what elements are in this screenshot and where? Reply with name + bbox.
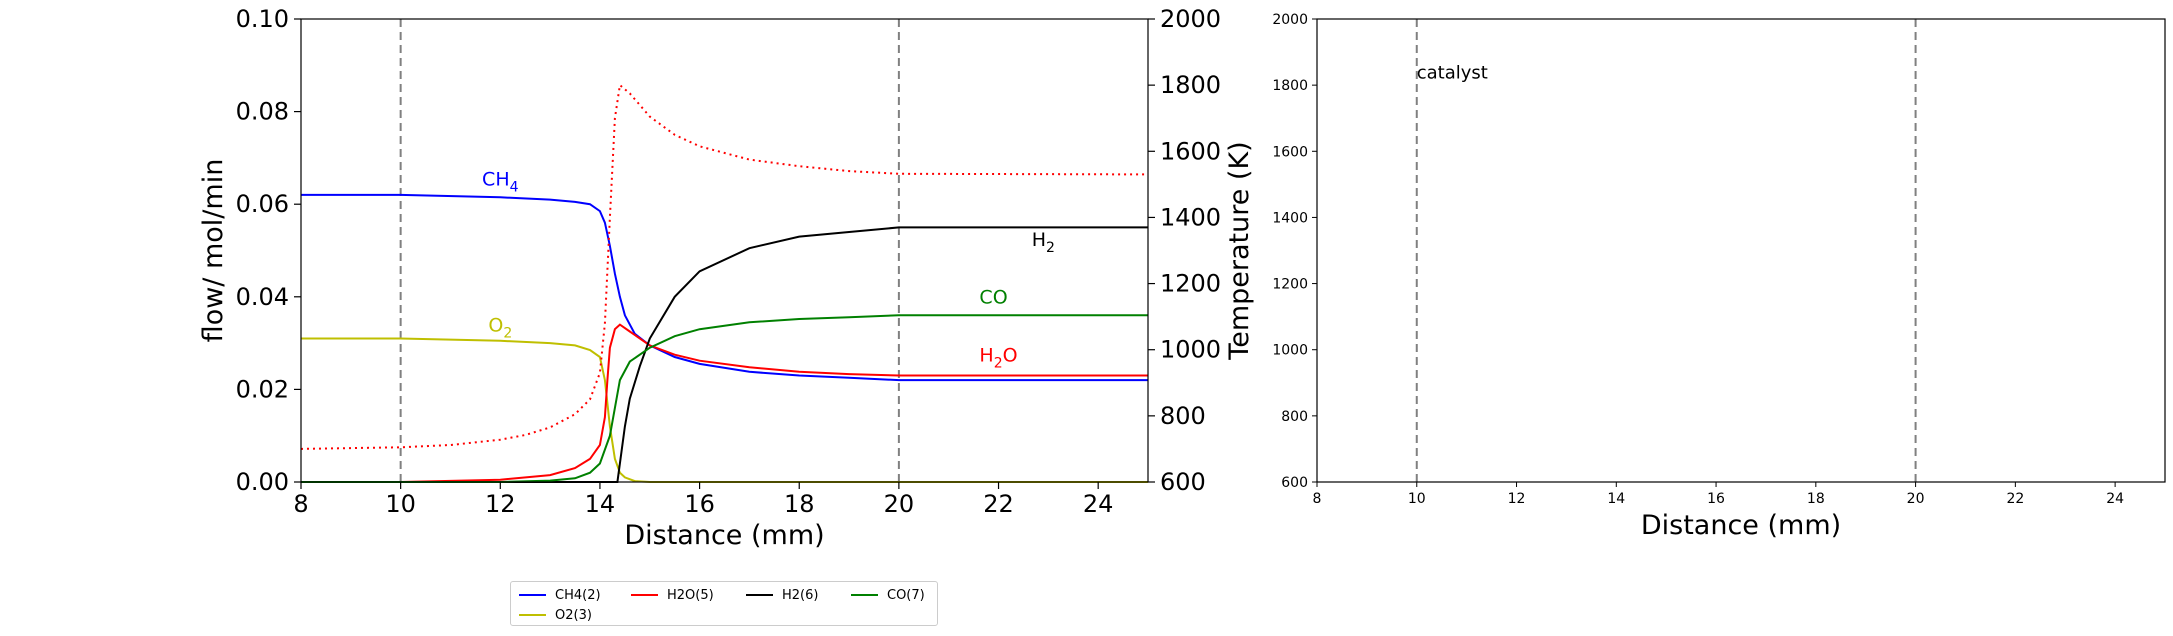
x-tick-label: 22 [983,490,1014,518]
x-axis-label: Distance (mm) [624,520,824,551]
y2-tick-label: 2000 [1160,5,1221,33]
y-tick-label: 1000 [1272,343,1308,359]
series-line-co-7- [301,314,1148,483]
x-tick-label: 16 [684,490,715,518]
x-tick-label: 20 [884,490,915,518]
y-tick-label: 0.08 [236,98,289,126]
catalyst-annotation: catalyst [1417,63,1488,84]
x-tick-label: 20 [1907,491,1925,507]
y-tick-label: 800 [1281,409,1308,425]
y-axis-label: flow/ mol/min [198,159,229,343]
y-tick-label: 0.04 [236,283,289,311]
left-plot-frame [300,18,1149,483]
x-tick-label: 12 [485,490,516,518]
series-line-o2-3- [301,337,1148,483]
legend-label-o2: O2(3) [555,607,592,623]
y-tick-label: 1400 [1272,210,1308,226]
temperature-line [300,83,1149,450]
x-tick-label: 8 [293,490,308,518]
x-tick-label: 16 [1707,491,1725,507]
legend-item-h2: H2(6) [746,586,818,604]
legend-label-h2o: H2O(5) [667,587,714,603]
y2-tick-label: 1000 [1160,336,1221,364]
legend-swatch-ch4 [519,594,546,596]
series-line-h2-6- [301,226,1148,483]
series-annotation: CH4 [482,169,519,196]
x-tick-label: 24 [2106,491,2124,507]
legend-item-ch4: CH4(2) [519,586,601,604]
y2-tick-label: 1800 [1160,71,1221,99]
y-tick-label: 600 [1281,475,1308,491]
y-tick-label: 0.02 [236,375,289,403]
series-annotation: H2 [1032,229,1055,256]
legend-label-co: CO(7) [887,587,925,603]
y2-axis-label: Temperature (K) [1224,141,1255,360]
legend-swatch-h2o [631,594,658,596]
series-annotation: O2 [488,315,512,342]
legend-item-co: CO(7) [851,586,925,604]
right-chart: 8 10 12 14 16 18 20 22 24 600 800 1000 1200 1400 1600 1… [1272,12,2166,541]
left-chart: 8 10 12 14 16 18 20 22 24 0.00 0.02 0.04 0.06 0.08 0.1… [198,5,1255,551]
y2-tick-label: 1600 [1160,137,1221,165]
x-tick-label: 10 [385,490,416,518]
x-tick-label: 12 [1508,491,1526,507]
y-tick-label: 0.10 [236,5,289,33]
legend-swatch-o2 [519,614,546,616]
y-tick-label: 1200 [1272,277,1308,293]
legend-label-h2: H2(6) [782,587,819,603]
series-line-h2o-5- [301,323,1148,483]
y2-tick-label: 800 [1160,402,1206,430]
legend-item-h2o: H2O(5) [631,586,714,604]
legend-label-ch4: CH4(2) [555,587,601,603]
x-axis-label: Distance (mm) [1641,510,1841,541]
series-annotation: H2O [979,345,1017,372]
right-plot-frame [1316,18,2166,483]
legend: CH4(2) H2O(5) H2(6) CO(7) O2(3) [510,581,938,626]
x-tick-label: 14 [585,490,616,518]
x-tick-label: 18 [1807,491,1825,507]
x-tick-label: 18 [784,490,815,518]
x-tick-label: 22 [2006,491,2024,507]
legend-swatch-h2 [746,594,773,596]
y-tick-label: 1800 [1272,78,1308,94]
y2-tick-label: 1200 [1160,270,1221,298]
y-tick-label: 0.00 [236,468,289,496]
x-tick-label: 14 [1607,491,1625,507]
y2-tick-label: 600 [1160,468,1206,496]
x-tick-label: 8 [1313,491,1322,507]
y-tick-label: 0.06 [236,190,289,218]
x-tick-label: 10 [1408,491,1426,507]
y-tick-label: 1600 [1272,144,1308,160]
series-annotation: CO [979,287,1007,309]
x-tick-label: 24 [1083,490,1114,518]
legend-swatch-co [851,594,878,596]
legend-item-o2: O2(3) [519,606,592,624]
series-line-ch4-2- [301,193,1148,382]
y2-tick-label: 1400 [1160,203,1221,231]
y-tick-label: 2000 [1272,12,1308,28]
